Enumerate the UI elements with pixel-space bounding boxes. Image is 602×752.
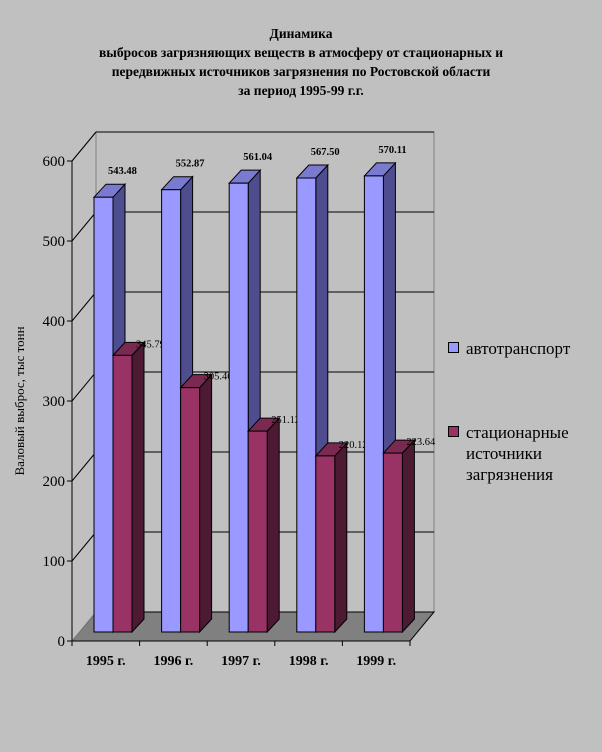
- x-tick-label: 1999 г.: [356, 654, 396, 669]
- chart-title-line: за период 1995-99 г.г.: [238, 83, 364, 98]
- y-tick-label: 500: [43, 234, 66, 250]
- bar: [247, 430, 268, 633]
- bar-side: [199, 373, 213, 634]
- legend-label-stationary: стационарные источники загрязнения: [466, 422, 569, 485]
- gridline-side: [71, 131, 97, 162]
- bar: [161, 189, 182, 633]
- data-label: 570.11: [378, 145, 406, 156]
- x-tick-label: 1997 г.: [221, 654, 261, 669]
- y-tick-label: 200: [43, 474, 66, 490]
- chart-title-line: Динамика: [269, 26, 333, 41]
- bar: [228, 182, 249, 633]
- legend-label-line: стационарные: [466, 423, 569, 442]
- chart-title-line: выбросов загрязняющих веществ в атмосфер…: [98, 45, 504, 60]
- bar: [180, 387, 201, 633]
- chart-title: Динамика выбросов загрязняющих веществ в…: [0, 24, 602, 100]
- y-tick-label: 0: [58, 634, 66, 650]
- data-label: 543.48: [108, 166, 137, 177]
- y-tick-label: 400: [43, 314, 66, 330]
- legend-label-line: автотранспорт: [466, 339, 571, 358]
- data-label: 223.64: [406, 437, 436, 448]
- chart-title-line: передвижных источников загрязнения по Ро…: [111, 64, 491, 79]
- y-tick-label: 100: [43, 554, 66, 570]
- data-label: 561.04: [243, 152, 273, 163]
- gridline-side: [71, 531, 97, 562]
- bar: [296, 177, 317, 633]
- bar: [112, 354, 133, 633]
- bar-side: [334, 441, 348, 634]
- legend-swatch-stationary: [448, 426, 459, 437]
- y-tick-label: 600: [43, 154, 66, 170]
- bar: [93, 196, 114, 633]
- y-tick-label: 300: [43, 394, 66, 410]
- bar-side: [266, 416, 280, 634]
- data-label: 251.12: [271, 415, 300, 426]
- legend-swatch-autotransport: [448, 342, 459, 353]
- gridline-side: [71, 211, 97, 242]
- data-label: 305.46: [204, 372, 233, 383]
- data-label: 345.79: [136, 339, 165, 350]
- bar: [363, 175, 384, 633]
- legend-label-autotransport: автотранспорт: [466, 338, 570, 359]
- x-tick-label: 1995 г.: [86, 654, 126, 669]
- bar-side: [401, 438, 415, 634]
- legend-label-line: загрязнения: [466, 465, 553, 484]
- legend-label-line: источники: [466, 444, 543, 463]
- y-axis-label: Валовый выброс, тыс тонн: [12, 326, 27, 475]
- gridline-side: [71, 371, 97, 402]
- x-tick-label: 1998 г.: [289, 654, 329, 669]
- bar: [382, 452, 403, 633]
- x-tick-label: 1996 г.: [154, 654, 194, 669]
- data-label: 567.50: [311, 147, 340, 158]
- bar-side: [131, 341, 145, 634]
- bar: [315, 455, 336, 633]
- gridline-side: [71, 451, 97, 482]
- data-label: 552.87: [176, 159, 205, 170]
- gridline-side: [71, 291, 97, 322]
- data-label: 220.12: [339, 440, 368, 451]
